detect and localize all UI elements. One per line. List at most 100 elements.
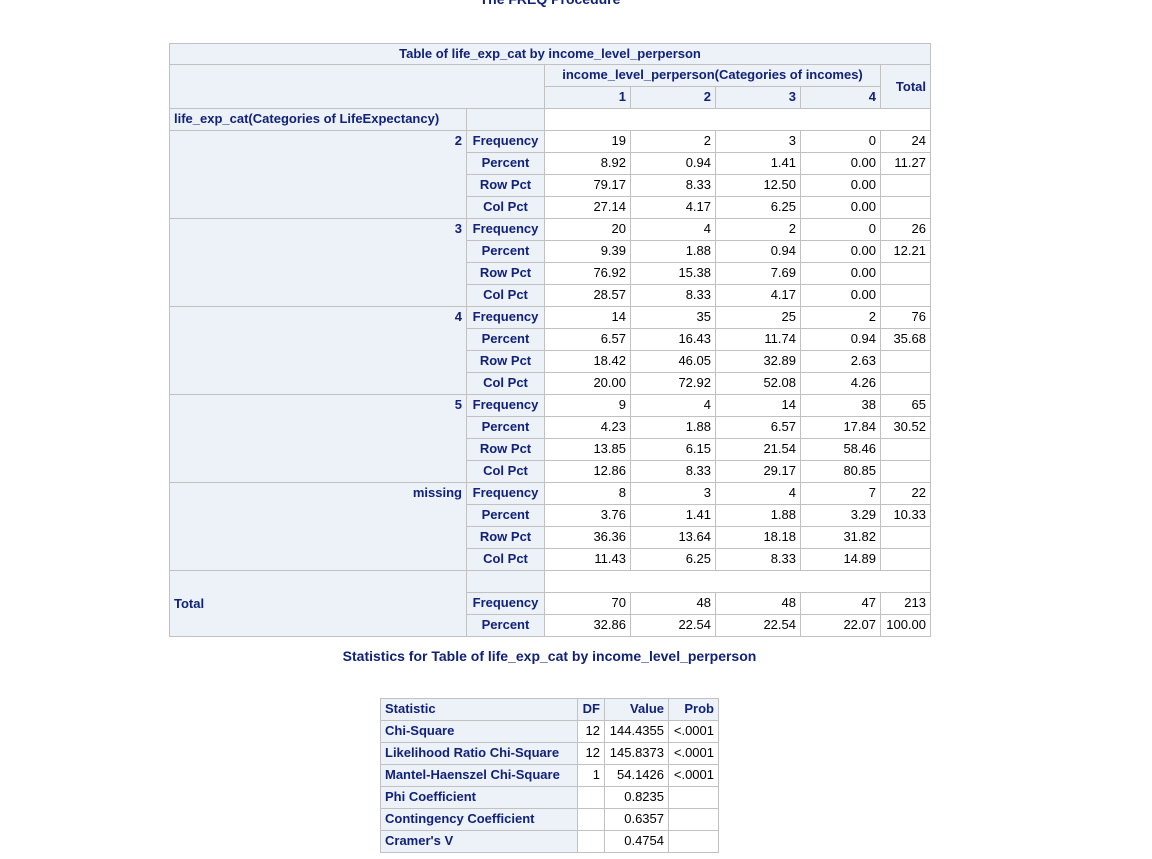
data-cell: 4.23 <box>544 416 631 439</box>
data-cell: 0 <box>800 130 881 153</box>
data-cell: 4.17 <box>715 284 801 307</box>
blank-cell <box>880 284 931 307</box>
blank-header <box>466 108 545 131</box>
blank-cell <box>577 830 605 853</box>
stats-cell: 12 <box>577 742 605 765</box>
statistic-label: Col Pct <box>466 548 545 571</box>
data-cell: 0.94 <box>630 152 716 175</box>
blank-cell <box>668 808 719 831</box>
data-cell: 3.76 <box>544 504 631 527</box>
statistic-label: Row Pct <box>466 438 545 461</box>
data-cell: 2 <box>630 130 716 153</box>
statistic-label: Row Pct <box>466 350 545 373</box>
data-cell: 7.69 <box>715 262 801 285</box>
data-cell: 19 <box>544 130 631 153</box>
statistic-name: Cramer's V <box>380 830 578 853</box>
blank-cell <box>668 786 719 809</box>
data-cell: 80.85 <box>800 460 881 483</box>
statistic-label: Col Pct <box>466 196 545 219</box>
statistic-label: Percent <box>466 240 545 263</box>
data-cell: 8 <box>544 482 631 505</box>
data-cell: 8.92 <box>544 152 631 175</box>
data-cell: 38 <box>800 394 881 417</box>
column-header: 4 <box>800 86 881 109</box>
data-cell: 6.25 <box>715 196 801 219</box>
row-group-label: Total <box>169 570 467 637</box>
data-cell: 1.88 <box>630 416 716 439</box>
data-cell: 36.36 <box>544 526 631 549</box>
blank-cell <box>880 262 931 285</box>
data-cell: 3 <box>715 130 801 153</box>
blank-cell <box>880 350 931 373</box>
data-cell: 20 <box>544 218 631 241</box>
data-cell: 27.14 <box>544 196 631 219</box>
data-cell: 22 <box>880 482 931 505</box>
blank-cell <box>880 174 931 197</box>
data-cell: 70 <box>544 592 631 615</box>
data-cell: 46.05 <box>630 350 716 373</box>
data-cell: 11.74 <box>715 328 801 351</box>
statistic-name: Chi-Square <box>380 720 578 743</box>
column-variable: income_level_perperson(Categories of inc… <box>544 64 881 87</box>
data-cell: 13.64 <box>630 526 716 549</box>
statistic-label: Frequency <box>466 130 545 153</box>
data-cell: 0.00 <box>800 152 881 175</box>
row-group-label: 5 <box>169 394 467 483</box>
data-cell: 28.57 <box>544 284 631 307</box>
data-cell: 1.41 <box>715 152 801 175</box>
data-cell: 2.63 <box>800 350 881 373</box>
data-cell: 32.86 <box>544 614 631 637</box>
stats-header: Value <box>604 698 669 721</box>
data-cell: 0.00 <box>800 174 881 197</box>
blank-cell <box>544 570 931 593</box>
data-cell: 47 <box>800 592 881 615</box>
statistic-label: Col Pct <box>466 372 545 395</box>
data-cell: 2 <box>800 306 881 329</box>
data-cell: 1.41 <box>630 504 716 527</box>
statistic-name: Mantel-Haenszel Chi-Square <box>380 764 578 787</box>
data-cell: 4.17 <box>630 196 716 219</box>
data-cell: 8.33 <box>630 174 716 197</box>
stats-cell: 145.8373 <box>604 742 669 765</box>
statistic-label: Percent <box>466 504 545 527</box>
data-cell: 6.15 <box>630 438 716 461</box>
statistic-label: Frequency <box>466 394 545 417</box>
row-variable: life_exp_cat(Categories of LifeExpectanc… <box>169 108 467 131</box>
data-cell: 12.50 <box>715 174 801 197</box>
table-title: Table of life_exp_cat by income_level_pe… <box>169 43 931 65</box>
statistic-label: Frequency <box>466 306 545 329</box>
blank-cell <box>577 808 605 831</box>
data-cell: 4.26 <box>800 372 881 395</box>
data-cell: 8.33 <box>630 284 716 307</box>
data-cell: 6.57 <box>544 328 631 351</box>
stats-cell: 0.6357 <box>604 808 669 831</box>
data-cell: 0 <box>800 218 881 241</box>
row-group-label: 2 <box>169 130 467 219</box>
blank-cell <box>668 830 719 853</box>
statistic-label: Frequency <box>466 218 545 241</box>
data-cell: 22.07 <box>800 614 881 637</box>
column-header: 1 <box>544 86 631 109</box>
data-cell: 4 <box>630 394 716 417</box>
data-cell: 0.00 <box>800 196 881 219</box>
procedure-title: The FREQ Procedure <box>0 0 1100 7</box>
data-cell: 4 <box>715 482 801 505</box>
statistic-label: Percent <box>466 416 545 439</box>
blank-cell <box>880 548 931 571</box>
data-cell: 35.68 <box>880 328 931 351</box>
stats-cell: <.0001 <box>668 764 719 787</box>
data-cell: 4 <box>630 218 716 241</box>
column-header: 2 <box>630 86 716 109</box>
statistic-label: Percent <box>466 328 545 351</box>
data-cell: 22.54 <box>715 614 801 637</box>
stats-cell: 1 <box>577 764 605 787</box>
data-cell: 14 <box>544 306 631 329</box>
data-cell: 7 <box>800 482 881 505</box>
data-cell: 8.33 <box>715 548 801 571</box>
stats-cell: 0.8235 <box>604 786 669 809</box>
stats-cell: 54.1426 <box>604 764 669 787</box>
statistic-label: Percent <box>466 152 545 175</box>
stats-header: DF <box>577 698 605 721</box>
data-cell: 0.00 <box>800 284 881 307</box>
data-cell: 11.43 <box>544 548 631 571</box>
